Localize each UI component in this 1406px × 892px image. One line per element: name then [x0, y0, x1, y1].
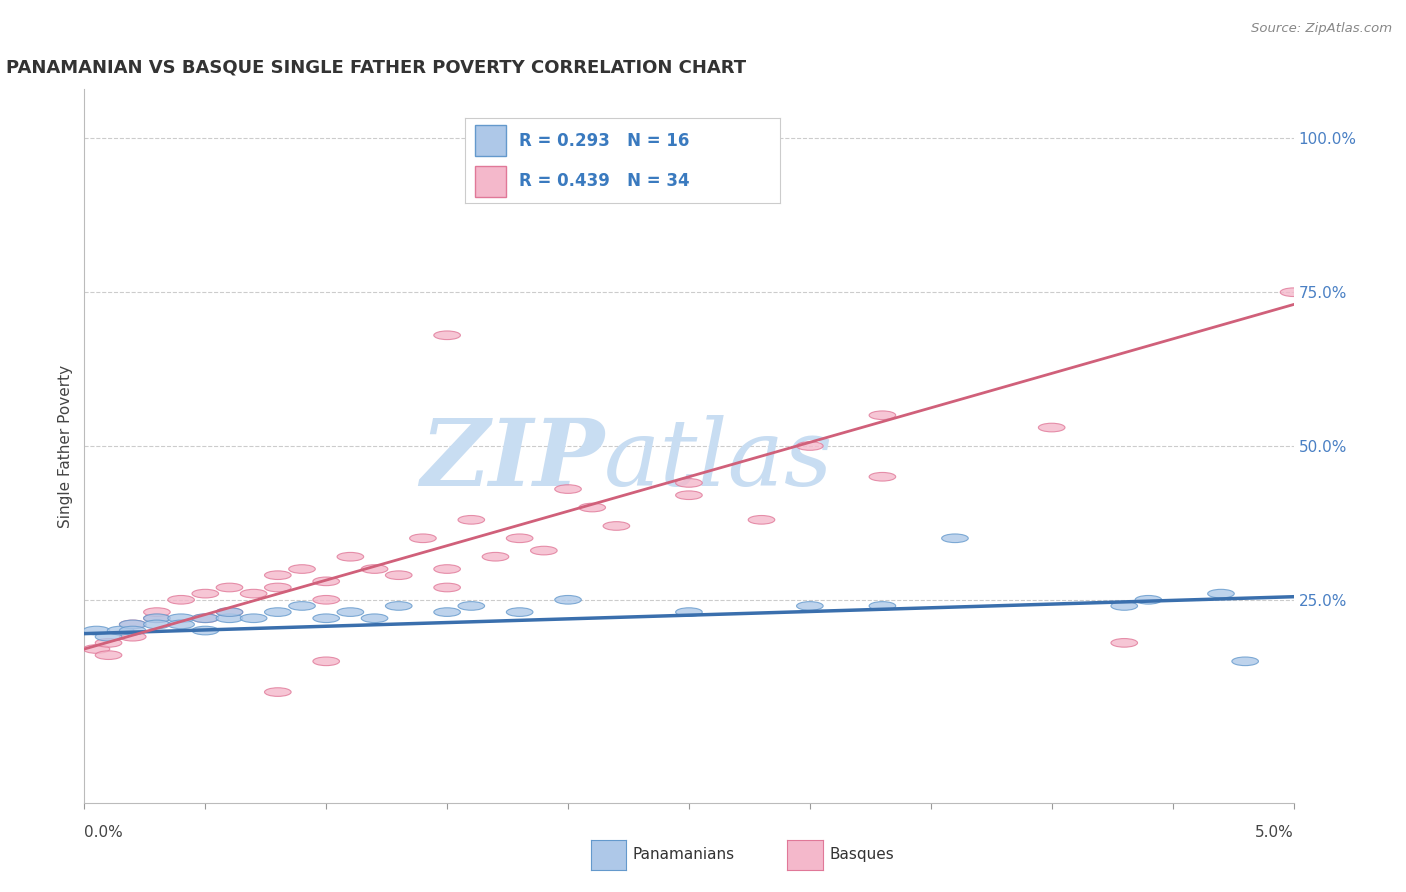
Ellipse shape [120, 620, 146, 629]
Ellipse shape [337, 607, 364, 616]
Ellipse shape [458, 516, 485, 524]
Ellipse shape [603, 522, 630, 530]
Ellipse shape [676, 491, 702, 500]
Ellipse shape [264, 571, 291, 580]
Ellipse shape [193, 626, 218, 635]
Ellipse shape [434, 583, 460, 591]
Ellipse shape [167, 596, 194, 604]
Ellipse shape [288, 565, 315, 574]
Ellipse shape [264, 688, 291, 697]
Ellipse shape [264, 583, 291, 591]
Ellipse shape [1111, 601, 1137, 610]
Ellipse shape [314, 614, 339, 623]
Ellipse shape [869, 411, 896, 419]
Ellipse shape [1281, 288, 1306, 296]
Ellipse shape [1232, 657, 1258, 665]
Ellipse shape [167, 620, 194, 629]
Ellipse shape [942, 534, 969, 542]
Ellipse shape [96, 639, 122, 648]
Ellipse shape [1039, 423, 1064, 432]
Ellipse shape [193, 590, 218, 598]
Ellipse shape [193, 614, 218, 623]
Ellipse shape [217, 607, 243, 616]
Ellipse shape [797, 601, 823, 610]
Ellipse shape [555, 484, 581, 493]
Ellipse shape [217, 614, 243, 623]
Ellipse shape [434, 565, 460, 574]
Ellipse shape [96, 651, 122, 659]
Ellipse shape [869, 473, 896, 481]
Ellipse shape [288, 601, 315, 610]
Ellipse shape [361, 565, 388, 574]
Text: 5.0%: 5.0% [1254, 825, 1294, 840]
Ellipse shape [579, 503, 606, 512]
Ellipse shape [676, 134, 702, 143]
Ellipse shape [676, 479, 702, 487]
Ellipse shape [530, 546, 557, 555]
Ellipse shape [434, 607, 460, 616]
Ellipse shape [748, 516, 775, 524]
Ellipse shape [506, 534, 533, 542]
Ellipse shape [361, 614, 388, 623]
Text: Source: ZipAtlas.com: Source: ZipAtlas.com [1251, 22, 1392, 36]
Ellipse shape [143, 607, 170, 616]
Ellipse shape [83, 626, 110, 635]
Ellipse shape [143, 614, 170, 623]
Ellipse shape [143, 620, 170, 629]
Ellipse shape [217, 607, 243, 616]
Ellipse shape [193, 614, 218, 623]
Ellipse shape [107, 626, 134, 635]
Y-axis label: Single Father Poverty: Single Father Poverty [58, 365, 73, 527]
Ellipse shape [1135, 596, 1161, 604]
Ellipse shape [217, 583, 243, 591]
Ellipse shape [120, 620, 146, 629]
Text: Panamanians: Panamanians [633, 847, 735, 863]
Text: 0.0%: 0.0% [84, 825, 124, 840]
Ellipse shape [1208, 590, 1234, 598]
Ellipse shape [314, 577, 339, 586]
Ellipse shape [385, 571, 412, 580]
Ellipse shape [482, 552, 509, 561]
Ellipse shape [120, 632, 146, 641]
Ellipse shape [314, 596, 339, 604]
Ellipse shape [434, 331, 460, 340]
Ellipse shape [314, 657, 339, 665]
Text: atlas: atlas [605, 416, 834, 505]
Ellipse shape [240, 614, 267, 623]
Ellipse shape [143, 614, 170, 623]
Ellipse shape [458, 601, 485, 610]
Text: PANAMANIAN VS BASQUE SINGLE FATHER POVERTY CORRELATION CHART: PANAMANIAN VS BASQUE SINGLE FATHER POVER… [6, 59, 747, 77]
Ellipse shape [869, 601, 896, 610]
Ellipse shape [385, 601, 412, 610]
Ellipse shape [96, 632, 122, 641]
Text: ZIP: ZIP [420, 416, 605, 505]
Ellipse shape [167, 614, 194, 623]
Ellipse shape [240, 590, 267, 598]
Ellipse shape [797, 442, 823, 450]
Ellipse shape [120, 626, 146, 635]
Ellipse shape [506, 607, 533, 616]
Ellipse shape [555, 596, 581, 604]
Ellipse shape [83, 645, 110, 653]
Ellipse shape [337, 552, 364, 561]
Ellipse shape [264, 607, 291, 616]
Ellipse shape [676, 607, 702, 616]
Text: Basques: Basques [830, 847, 894, 863]
Ellipse shape [409, 534, 436, 542]
Ellipse shape [1111, 639, 1137, 648]
